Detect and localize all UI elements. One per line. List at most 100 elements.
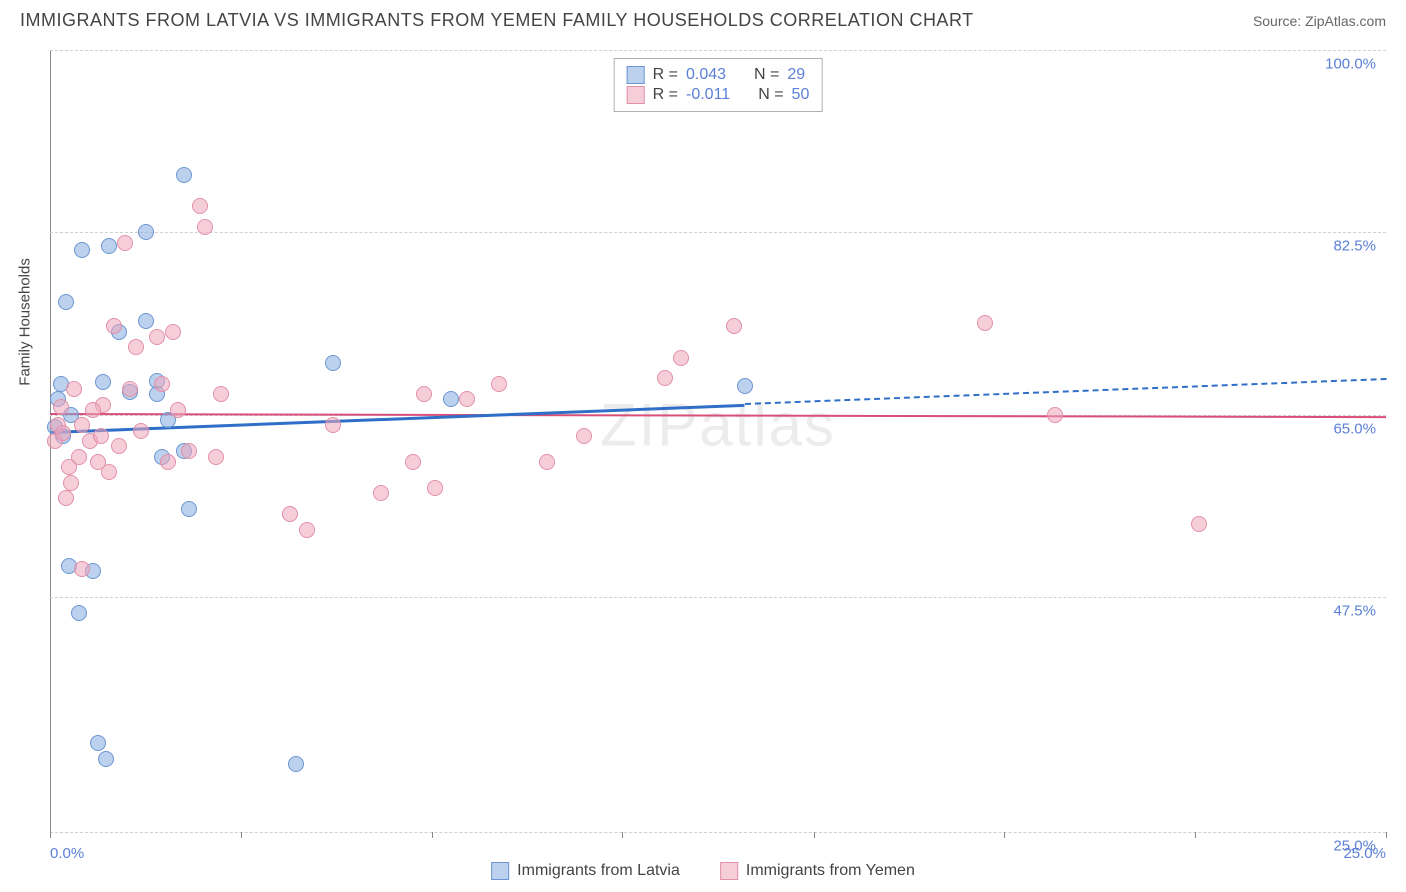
scatter-marker — [160, 454, 176, 470]
legend-swatch — [491, 862, 509, 880]
scatter-marker — [299, 522, 315, 538]
r-label: R = — [653, 86, 678, 104]
n-value: 29 — [787, 66, 805, 84]
series-legend-item: Immigrants from Yemen — [720, 862, 915, 880]
scatter-marker — [128, 339, 144, 355]
grid-line — [50, 50, 1386, 51]
r-value: -0.011 — [686, 86, 730, 104]
series-legend: Immigrants from Latvia Immigrants from Ye… — [491, 862, 915, 880]
x-tick-label: 0.0% — [50, 845, 84, 862]
scatter-marker — [405, 454, 421, 470]
scatter-marker — [106, 318, 122, 334]
scatter-marker — [197, 219, 213, 235]
n-value: 50 — [792, 86, 810, 104]
chart-title: IMMIGRANTS FROM LATVIA VS IMMIGRANTS FRO… — [20, 10, 974, 31]
r-label: R = — [653, 66, 678, 84]
x-tick — [1004, 832, 1005, 838]
x-tick-label: 25.0% — [1343, 845, 1386, 862]
stats-legend-row: R = -0.011 N = 50 — [627, 85, 810, 105]
y-axis-label: Family Households — [17, 258, 34, 386]
scatter-marker — [55, 425, 71, 441]
scatter-marker — [325, 417, 341, 433]
scatter-marker — [181, 443, 197, 459]
scatter-marker — [213, 386, 229, 402]
scatter-marker — [74, 417, 90, 433]
scatter-marker — [673, 350, 689, 366]
scatter-marker — [74, 561, 90, 577]
scatter-marker — [288, 756, 304, 772]
scatter-marker — [165, 324, 181, 340]
legend-swatch — [627, 66, 645, 84]
trend-line-dashed — [745, 378, 1386, 405]
scatter-marker — [138, 224, 154, 240]
scatter-marker — [66, 381, 82, 397]
scatter-marker — [443, 391, 459, 407]
scatter-marker — [138, 313, 154, 329]
scatter-marker — [58, 294, 74, 310]
scatter-marker — [71, 605, 87, 621]
series-name: Immigrants from Yemen — [746, 862, 915, 880]
scatter-marker — [95, 374, 111, 390]
grid-line — [50, 597, 1386, 598]
series-name: Immigrants from Latvia — [517, 862, 680, 880]
scatter-marker — [1047, 407, 1063, 423]
chart-source: Source: ZipAtlas.com — [1253, 13, 1386, 29]
scatter-marker — [373, 485, 389, 501]
scatter-marker — [117, 235, 133, 251]
x-tick — [50, 832, 51, 838]
scatter-marker — [192, 198, 208, 214]
scatter-marker — [74, 242, 90, 258]
scatter-marker — [491, 376, 507, 392]
n-label: N = — [754, 66, 779, 84]
r-value: 0.043 — [686, 66, 726, 84]
series-legend-item: Immigrants from Latvia — [491, 862, 680, 880]
scatter-marker — [977, 315, 993, 331]
scatter-marker — [325, 355, 341, 371]
trend-line — [50, 403, 745, 433]
x-tick — [241, 832, 242, 838]
scatter-marker — [737, 378, 753, 394]
scatter-marker — [1191, 516, 1207, 532]
scatter-marker — [101, 238, 117, 254]
scatter-marker — [98, 751, 114, 767]
scatter-marker — [93, 428, 109, 444]
scatter-marker — [58, 490, 74, 506]
x-tick — [814, 832, 815, 838]
scatter-marker — [90, 735, 106, 751]
scatter-marker — [539, 454, 555, 470]
x-tick — [432, 832, 433, 838]
scatter-marker — [416, 386, 432, 402]
scatter-marker — [101, 464, 117, 480]
grid-line — [50, 832, 1386, 833]
scatter-marker — [133, 423, 149, 439]
chart-container: Family Households ZIPatlas R =0.043N =29… — [50, 50, 1386, 832]
x-tick — [622, 832, 623, 838]
scatter-marker — [122, 381, 138, 397]
scatter-marker — [576, 428, 592, 444]
legend-swatch — [627, 86, 645, 104]
trend-line — [50, 413, 1386, 418]
y-tick-label: 82.5% — [1333, 238, 1376, 255]
legend-swatch — [720, 862, 738, 880]
scatter-marker — [53, 399, 69, 415]
scatter-marker — [111, 438, 127, 454]
scatter-marker — [149, 329, 165, 345]
y-tick-label: 65.0% — [1333, 420, 1376, 437]
scatter-marker — [181, 501, 197, 517]
n-label: N = — [758, 86, 783, 104]
scatter-marker — [176, 167, 192, 183]
x-tick — [1386, 832, 1387, 838]
scatter-marker — [459, 391, 475, 407]
scatter-marker — [85, 402, 101, 418]
stats-legend-row: R = 0.043 N = 29 — [627, 65, 810, 85]
scatter-marker — [726, 318, 742, 334]
scatter-marker — [282, 506, 298, 522]
y-tick-label: 47.5% — [1333, 603, 1376, 620]
scatter-marker — [657, 370, 673, 386]
scatter-marker — [154, 376, 170, 392]
plot-area: ZIPatlas R =0.043N =29R =-0.011N =50 100… — [50, 50, 1386, 832]
stats-legend: R =0.043N =29R =-0.011N =50 — [614, 58, 823, 112]
scatter-marker — [170, 402, 186, 418]
scatter-marker — [71, 449, 87, 465]
scatter-marker — [63, 475, 79, 491]
